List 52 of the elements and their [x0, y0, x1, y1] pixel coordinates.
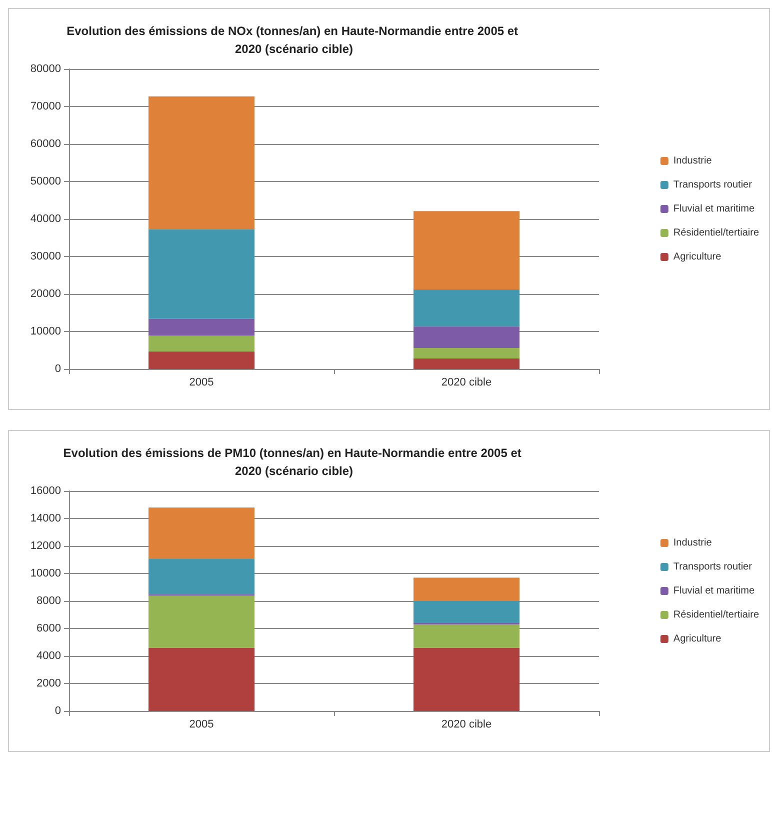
y-tick-label: 10000	[30, 568, 61, 580]
bar	[414, 578, 520, 601]
y-tick-label: 0	[54, 363, 61, 375]
legend-label: Industrie	[673, 156, 712, 166]
x-tick-label: 2005	[189, 376, 214, 388]
bar	[148, 229, 254, 319]
legend-label: Transports routier	[673, 562, 753, 572]
y-tick-label: 80000	[30, 63, 61, 75]
y-tick-label: 2000	[36, 678, 61, 690]
y-tick-label: 20000	[30, 288, 61, 300]
x-tick-label: 2020 cible	[441, 718, 492, 730]
bar	[148, 648, 254, 711]
bar	[148, 351, 254, 369]
legend-label: Résidentiel/tertiaire	[673, 610, 760, 620]
y-tick-label: 6000	[36, 622, 61, 634]
bar	[148, 318, 254, 336]
chart-title: Evolution des émissions de PM10 (tonnes/an) en Haute-Normandie entre 2005 et 2020 (scénario cible)	[63, 446, 525, 478]
y-tick-label: 50000	[30, 176, 61, 188]
bar	[148, 508, 254, 558]
y-tick-label: 12000	[30, 540, 61, 552]
legend-label: Résidentiel/tertiaire	[673, 228, 760, 238]
bar	[414, 326, 520, 348]
y-tick-label: 10000	[30, 326, 61, 338]
bar	[414, 358, 520, 369]
x-tick-label: 2005	[189, 718, 214, 730]
y-tick-label: 4000	[36, 650, 61, 662]
legend-label: Agriculture	[673, 252, 722, 262]
legend-label: Fluvial et maritime	[673, 204, 755, 214]
bar	[414, 648, 520, 711]
bar	[148, 558, 254, 594]
bar	[414, 601, 520, 623]
y-tick-label: 40000	[30, 213, 61, 225]
bar	[414, 624, 520, 648]
legend-label: Transports routier	[673, 180, 753, 190]
chart-title: Evolution des émissions de NOx (tonnes/an) en Haute-Normandie entre 2005 et 2020 (scénario cible)	[66, 24, 522, 56]
bar	[148, 596, 254, 648]
y-tick-label: 60000	[30, 138, 61, 150]
bar	[414, 348, 520, 358]
bar	[148, 336, 254, 352]
y-tick-label: 16000	[30, 485, 61, 497]
legend-label: Fluvial et maritime	[673, 586, 755, 596]
bar	[414, 211, 520, 290]
y-tick-label: 14000	[30, 512, 61, 524]
y-tick-label: 30000	[30, 250, 61, 262]
bar	[414, 290, 520, 326]
legend-label: Industrie	[673, 538, 712, 548]
y-tick-label: 0	[54, 705, 61, 717]
legend-label: Agriculture	[673, 634, 722, 644]
x-tick-label: 2020 cible	[441, 376, 492, 388]
bar	[148, 96, 254, 230]
y-tick-label: 70000	[30, 100, 61, 112]
y-tick-label: 8000	[36, 595, 61, 607]
